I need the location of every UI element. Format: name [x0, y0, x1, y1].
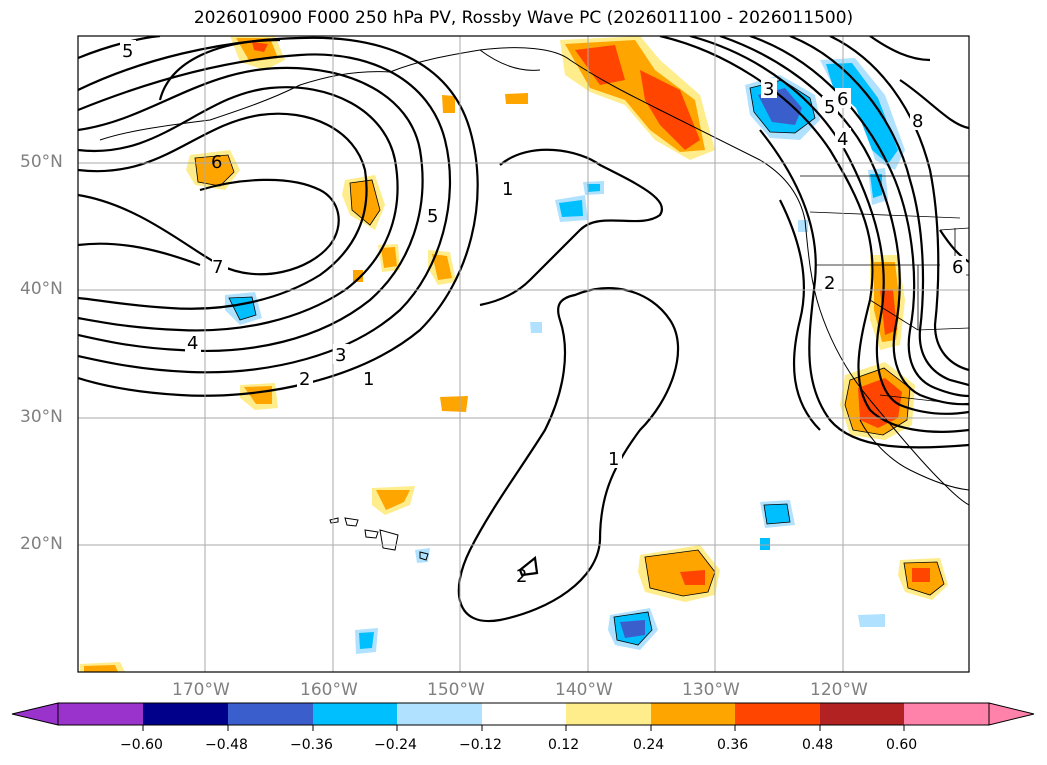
- colorbar-bin: [313, 703, 397, 725]
- colorbar-bin: [228, 703, 313, 725]
- contour-label: 6: [837, 89, 848, 110]
- contour-label: 4: [837, 129, 848, 150]
- lon-label: 160°W: [300, 680, 358, 700]
- map-frame: [77, 35, 970, 673]
- colorbar-tick-label: 0.36: [717, 737, 749, 753]
- colorbar-tick-label: −0.24: [374, 737, 417, 753]
- colorbar-tick-label: −0.60: [120, 737, 163, 753]
- lat-label: 20°N: [20, 534, 63, 554]
- contour-label: 7: [212, 257, 223, 278]
- colorbar-tick-label: −0.48: [205, 737, 248, 753]
- colorbar: [11, 702, 1035, 731]
- contour-label: 1: [502, 179, 513, 200]
- colorbar-bin: [820, 703, 904, 725]
- lon-label: 170°W: [172, 680, 230, 700]
- colorbar-bin: [735, 703, 820, 725]
- contour-label: 3: [763, 79, 774, 100]
- map-title: 2026010900 F000 250 hPa PV, Rossby Wave …: [193, 8, 854, 28]
- contour-label: 5: [427, 206, 438, 227]
- pc-outlines: [194, 79, 945, 646]
- colorbar-tick-label: 0.60: [886, 737, 918, 753]
- contour-label: 6: [211, 152, 222, 173]
- colorbar-bin: [397, 703, 482, 725]
- contour-label: 6: [952, 257, 963, 278]
- gridlines: [78, 36, 969, 672]
- colorbar-bin: [904, 703, 989, 725]
- lat-label: 50°N: [20, 152, 63, 172]
- contour-label-group: 5 6 7 4 3 2 1 5 1 1 2 3 6 5 4: [120, 40, 966, 587]
- contour-label: 1: [608, 449, 619, 470]
- contour-label: 3: [335, 345, 346, 366]
- colorbar-extend-max: [988, 702, 1035, 726]
- coastlines: [99, 47, 969, 561]
- lon-label: 140°W: [555, 680, 613, 700]
- contour-label: 5: [824, 97, 835, 118]
- lon-label: 150°W: [427, 680, 485, 700]
- colorbar-tick-label: 0.48: [802, 737, 834, 753]
- lat-label: 30°N: [20, 407, 63, 427]
- colorbar-tick-label: −0.36: [290, 737, 333, 753]
- map-content: 5 6 7 4 3 2 1 5 1 1 2 3 6 5 4: [78, 36, 969, 672]
- contour-label: 5: [122, 41, 133, 62]
- colorbar-bin: [482, 703, 566, 725]
- colorbar-bin: [651, 703, 735, 725]
- colorbar-bin: [58, 703, 143, 725]
- colorbar-tick-label: −0.12: [459, 737, 502, 753]
- contour-label: 4: [187, 333, 198, 354]
- colorbar-bin: [566, 703, 651, 725]
- contour-label: 2: [516, 566, 527, 587]
- contour-label: 1: [363, 369, 374, 390]
- colorbar-tick-label: 0.24: [633, 737, 665, 753]
- pc-shading: [80, 36, 948, 672]
- borders: [800, 175, 969, 406]
- contour-label: 2: [824, 273, 835, 294]
- contour-label: 2: [299, 369, 310, 390]
- lon-label: 120°W: [810, 680, 868, 700]
- colorbar-tick-label: 0.12: [548, 737, 580, 753]
- lat-label: 40°N: [20, 279, 63, 299]
- lon-label: 130°W: [682, 680, 740, 700]
- colorbar-bin: [143, 703, 228, 725]
- contour-label: 8: [912, 111, 923, 132]
- colorbar-extend-min: [11, 702, 59, 726]
